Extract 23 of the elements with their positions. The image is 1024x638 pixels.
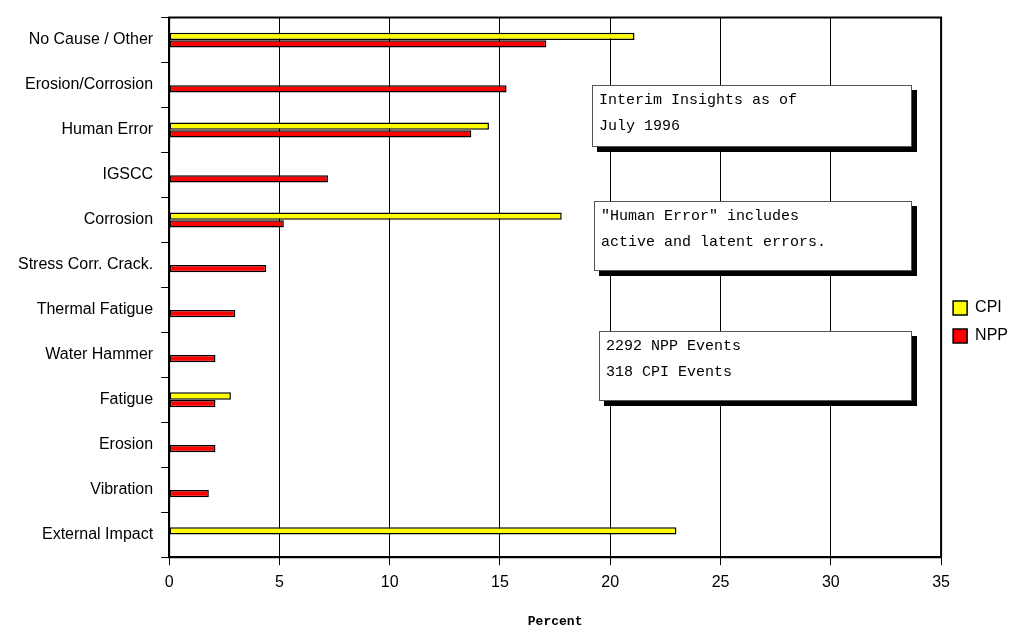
y-tick-label: Thermal Fatigue xyxy=(36,300,154,318)
y-tick-label: Fatigue xyxy=(99,390,154,408)
y-tick-label: No Cause / Other xyxy=(28,30,154,48)
y-tick-label: Human Error xyxy=(61,120,154,138)
y-tick-label: Erosion xyxy=(98,435,154,453)
x-axis-title: Percent xyxy=(527,614,583,630)
x-tick-label: 25 xyxy=(711,573,730,591)
x-tick-label: 5 xyxy=(274,573,284,591)
x-tick-label: 35 xyxy=(932,573,951,591)
y-tick-label: Water Hammer xyxy=(45,345,154,363)
legend-label: CPI xyxy=(975,298,1002,316)
y-tick-label: IGSCC xyxy=(102,165,154,183)
x-tick-label: 10 xyxy=(380,573,399,591)
y-tick-label: External Impact xyxy=(41,525,154,543)
x-tick-label: 15 xyxy=(491,573,509,591)
x-tick-label: 30 xyxy=(821,573,840,591)
x-tick-label: 0 xyxy=(164,573,174,591)
y-tick-label: Vibration xyxy=(90,480,154,498)
x-tick-label: 20 xyxy=(601,573,620,591)
legend-label: NPP xyxy=(975,326,1009,344)
y-tick-label: Corrosion xyxy=(83,210,154,228)
y-tick-label: Erosion/Corrosion xyxy=(25,75,154,93)
y-tick-label: Stress Corr. Crack. xyxy=(17,255,154,273)
